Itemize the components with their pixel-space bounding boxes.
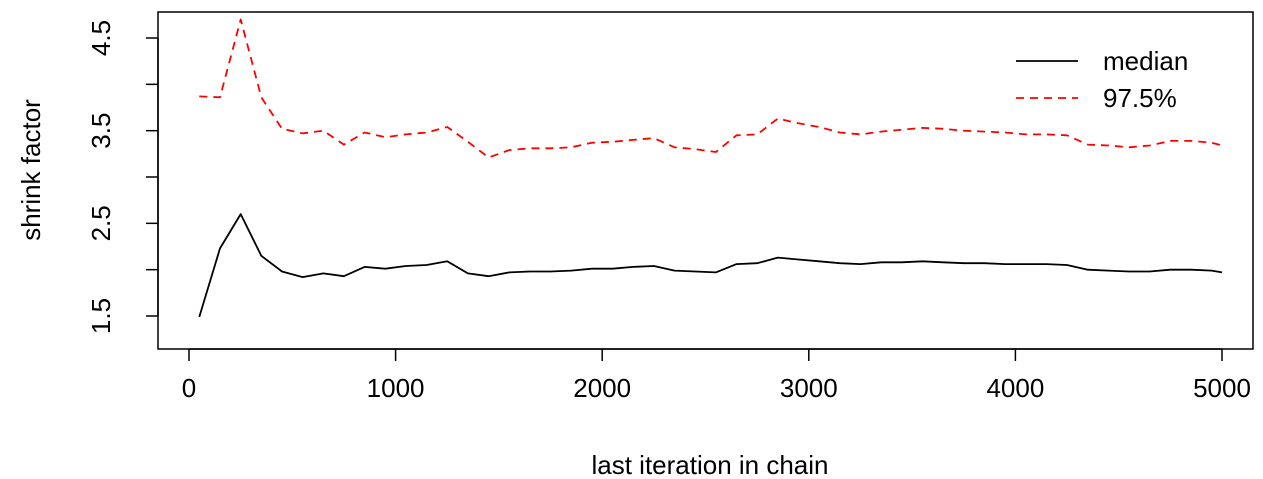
y-tick-label: 3.5 xyxy=(86,113,116,149)
plot-frame xyxy=(157,11,1254,350)
legend-label-97-5: 97.5% xyxy=(1103,83,1177,113)
x-tick-label: 5000 xyxy=(1193,373,1251,403)
x-tick-label: 2000 xyxy=(573,373,631,403)
x-tick-label: 4000 xyxy=(986,373,1044,403)
y-axis-title: shrink factor xyxy=(16,99,46,241)
x-tick-label: 1000 xyxy=(367,373,425,403)
y-tick-label: 2.5 xyxy=(86,205,116,241)
legend-label-median: median xyxy=(1103,46,1188,76)
x-axis: 0 1000 2000 3000 4000 5000 xyxy=(182,348,1251,403)
series-line-median xyxy=(198,213,1223,318)
series-line-97-5 xyxy=(199,18,1223,159)
y-axis: 1.5 2.5 3.5 4.5 xyxy=(86,20,159,334)
y-tick-label: 4.5 xyxy=(86,20,116,56)
x-tick-label: 0 xyxy=(182,373,196,403)
legend: median 97.5% xyxy=(1016,46,1188,113)
series-layer xyxy=(198,18,1223,318)
x-tick-label: 3000 xyxy=(780,373,838,403)
x-axis-title: last iteration in chain xyxy=(591,450,828,479)
y-tick-label: 1.5 xyxy=(86,298,116,334)
